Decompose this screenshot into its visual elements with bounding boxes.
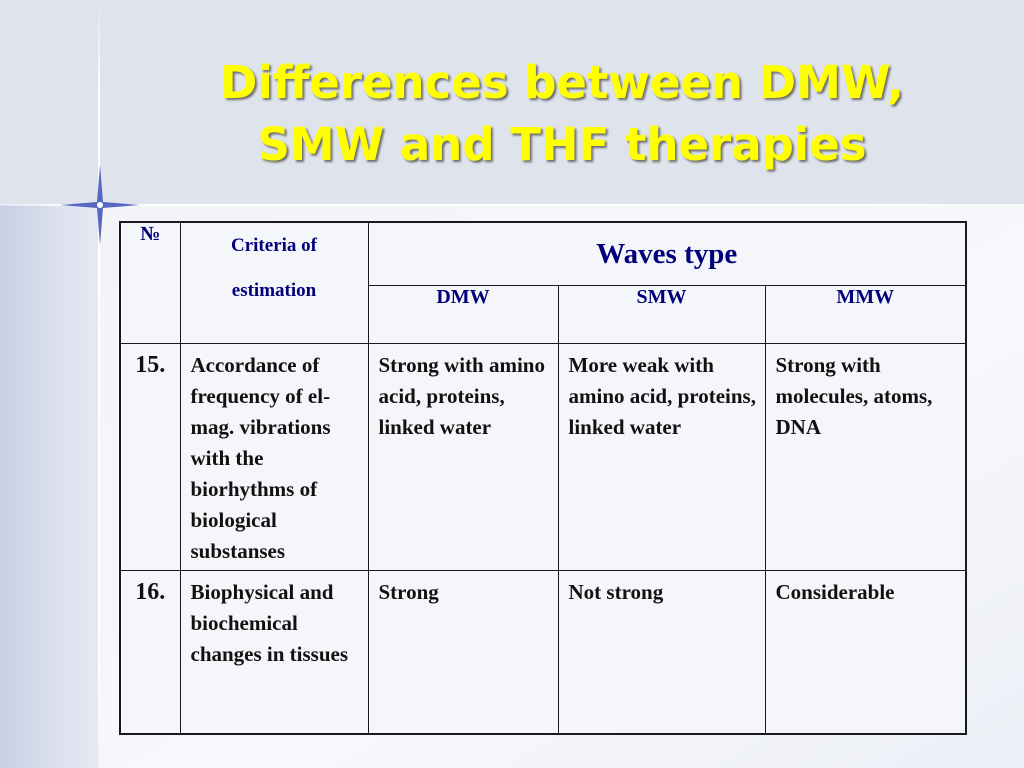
row-smw-value: More weak with amino acid, proteins, lin… bbox=[557, 342, 766, 571]
row-smw-value: Not strong bbox=[557, 569, 766, 735]
slide-title: Differences between DMW, SMW and THF the… bbox=[100, 52, 1024, 176]
row-number: 16. bbox=[119, 569, 181, 735]
header-smw: SMW bbox=[557, 285, 766, 344]
decor-vertical-line bbox=[98, 0, 100, 768]
table-row: 15. Accordance of frequency of el-mag. v… bbox=[119, 342, 967, 571]
header-waves-type: Waves type bbox=[367, 221, 967, 287]
header-mmw: MMW bbox=[764, 285, 967, 344]
header-dmw: DMW bbox=[367, 285, 559, 344]
comparison-table: № Criteria of estimation Waves type DMW … bbox=[119, 221, 968, 735]
row-dmw-value: Strong with amino acid, proteins, linked… bbox=[367, 342, 559, 571]
row-criteria: Accordance of frequency of el-mag. vibra… bbox=[179, 342, 369, 571]
row-mmw-value: Strong with molecules, atoms, DNA bbox=[764, 342, 967, 571]
table-row: 16. Biophysical and biochemical changes … bbox=[119, 569, 967, 735]
slide-title-line-2: SMW and THF therapies bbox=[257, 118, 867, 171]
table-subheader-row: DMW SMW MMW bbox=[120, 285, 967, 344]
header-criteria-line-1: Criteria of bbox=[231, 235, 317, 256]
sparkle-icon bbox=[60, 165, 140, 245]
header-criteria: Criteria of estimation bbox=[179, 221, 369, 344]
header-criteria-line-2: estimation bbox=[231, 280, 317, 301]
decor-horizontal-line bbox=[0, 204, 1024, 206]
row-mmw-value: Considerable bbox=[764, 569, 967, 735]
slide-title-line-1: Differences between DMW, bbox=[220, 56, 904, 109]
row-dmw-value: Strong bbox=[367, 569, 559, 735]
title-band bbox=[0, 0, 1024, 205]
header-number: № bbox=[119, 221, 181, 344]
table-header-row: № Criteria of estimation Waves type bbox=[119, 221, 967, 344]
row-number: 15. bbox=[119, 342, 181, 571]
row-criteria: Biophysical and biochemical changes in t… bbox=[179, 569, 369, 735]
